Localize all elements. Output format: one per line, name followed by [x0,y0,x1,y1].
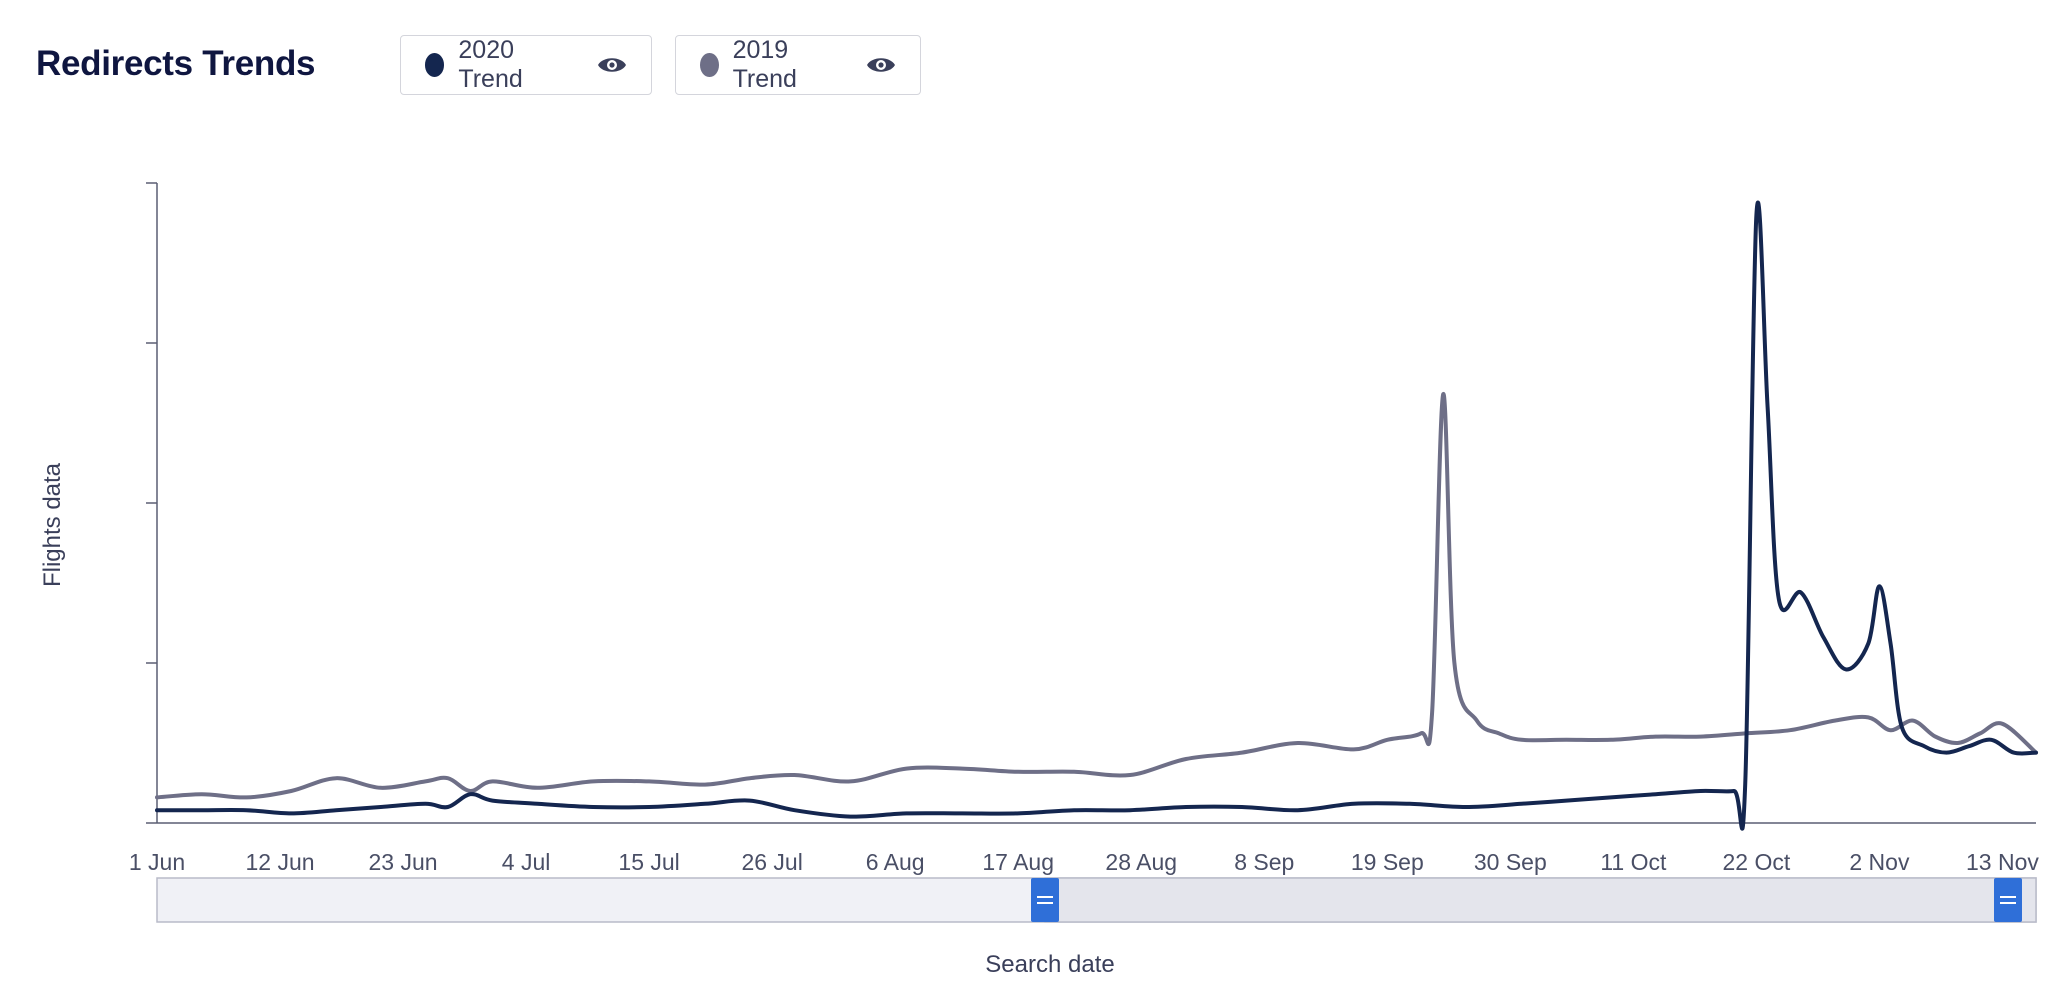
series-2020-color-dot [425,53,445,77]
x-axis-title: Search date [985,951,1114,978]
x-tick-label: 11 Oct [1600,849,1667,875]
legend-toggle-2019[interactable]: 2019 Trend [675,35,921,95]
x-tick-label: 6 Aug [866,849,925,875]
series-line-2020 [155,200,2038,831]
x-tick-label: 12 Jun [245,849,314,875]
navigator-handle-grip[interactable] [1994,878,2022,922]
x-tick-label: 8 Sep [1234,849,1294,875]
x-tick-label: 28 Aug [1105,849,1177,875]
legend-label-2020: 2020 Trend [458,36,523,93]
x-tick-label: 2 Nov [1849,849,1910,875]
x-tick-label: 4 Jul [502,849,551,875]
navigator-right-handle[interactable] [1994,878,2022,922]
navigator-selected-range[interactable] [1044,877,2037,923]
legend-label-2019: 2019 Trend [732,36,797,93]
x-tick-label: 19 Sep [1351,849,1424,875]
series-line-2019 [155,392,2038,800]
x-tick-label: 15 Jul [618,849,679,875]
x-tick-label: 23 Jun [369,849,438,875]
x-tick-label: 26 Jul [741,849,802,875]
x-tick-label: 30 Sep [1474,849,1547,875]
x-tick-label: 1 Jun [129,849,185,875]
x-tick-label: 22 Oct [1723,849,1791,875]
x-tick-label: 17 Aug [982,849,1054,875]
eye-icon [597,55,627,75]
y-axis-title: Flights data [39,462,66,587]
x-tick-label: 13 Nov [1966,849,2039,875]
navigator-handle-grip[interactable] [1031,878,1059,922]
eye-icon [866,55,896,75]
series-2019-color-dot [700,53,719,77]
legend-toggle-2020[interactable]: 2020 Trend [400,35,652,95]
chart-title: Redirects Trends [36,44,316,83]
navigator-left-handle[interactable] [1031,878,1059,922]
